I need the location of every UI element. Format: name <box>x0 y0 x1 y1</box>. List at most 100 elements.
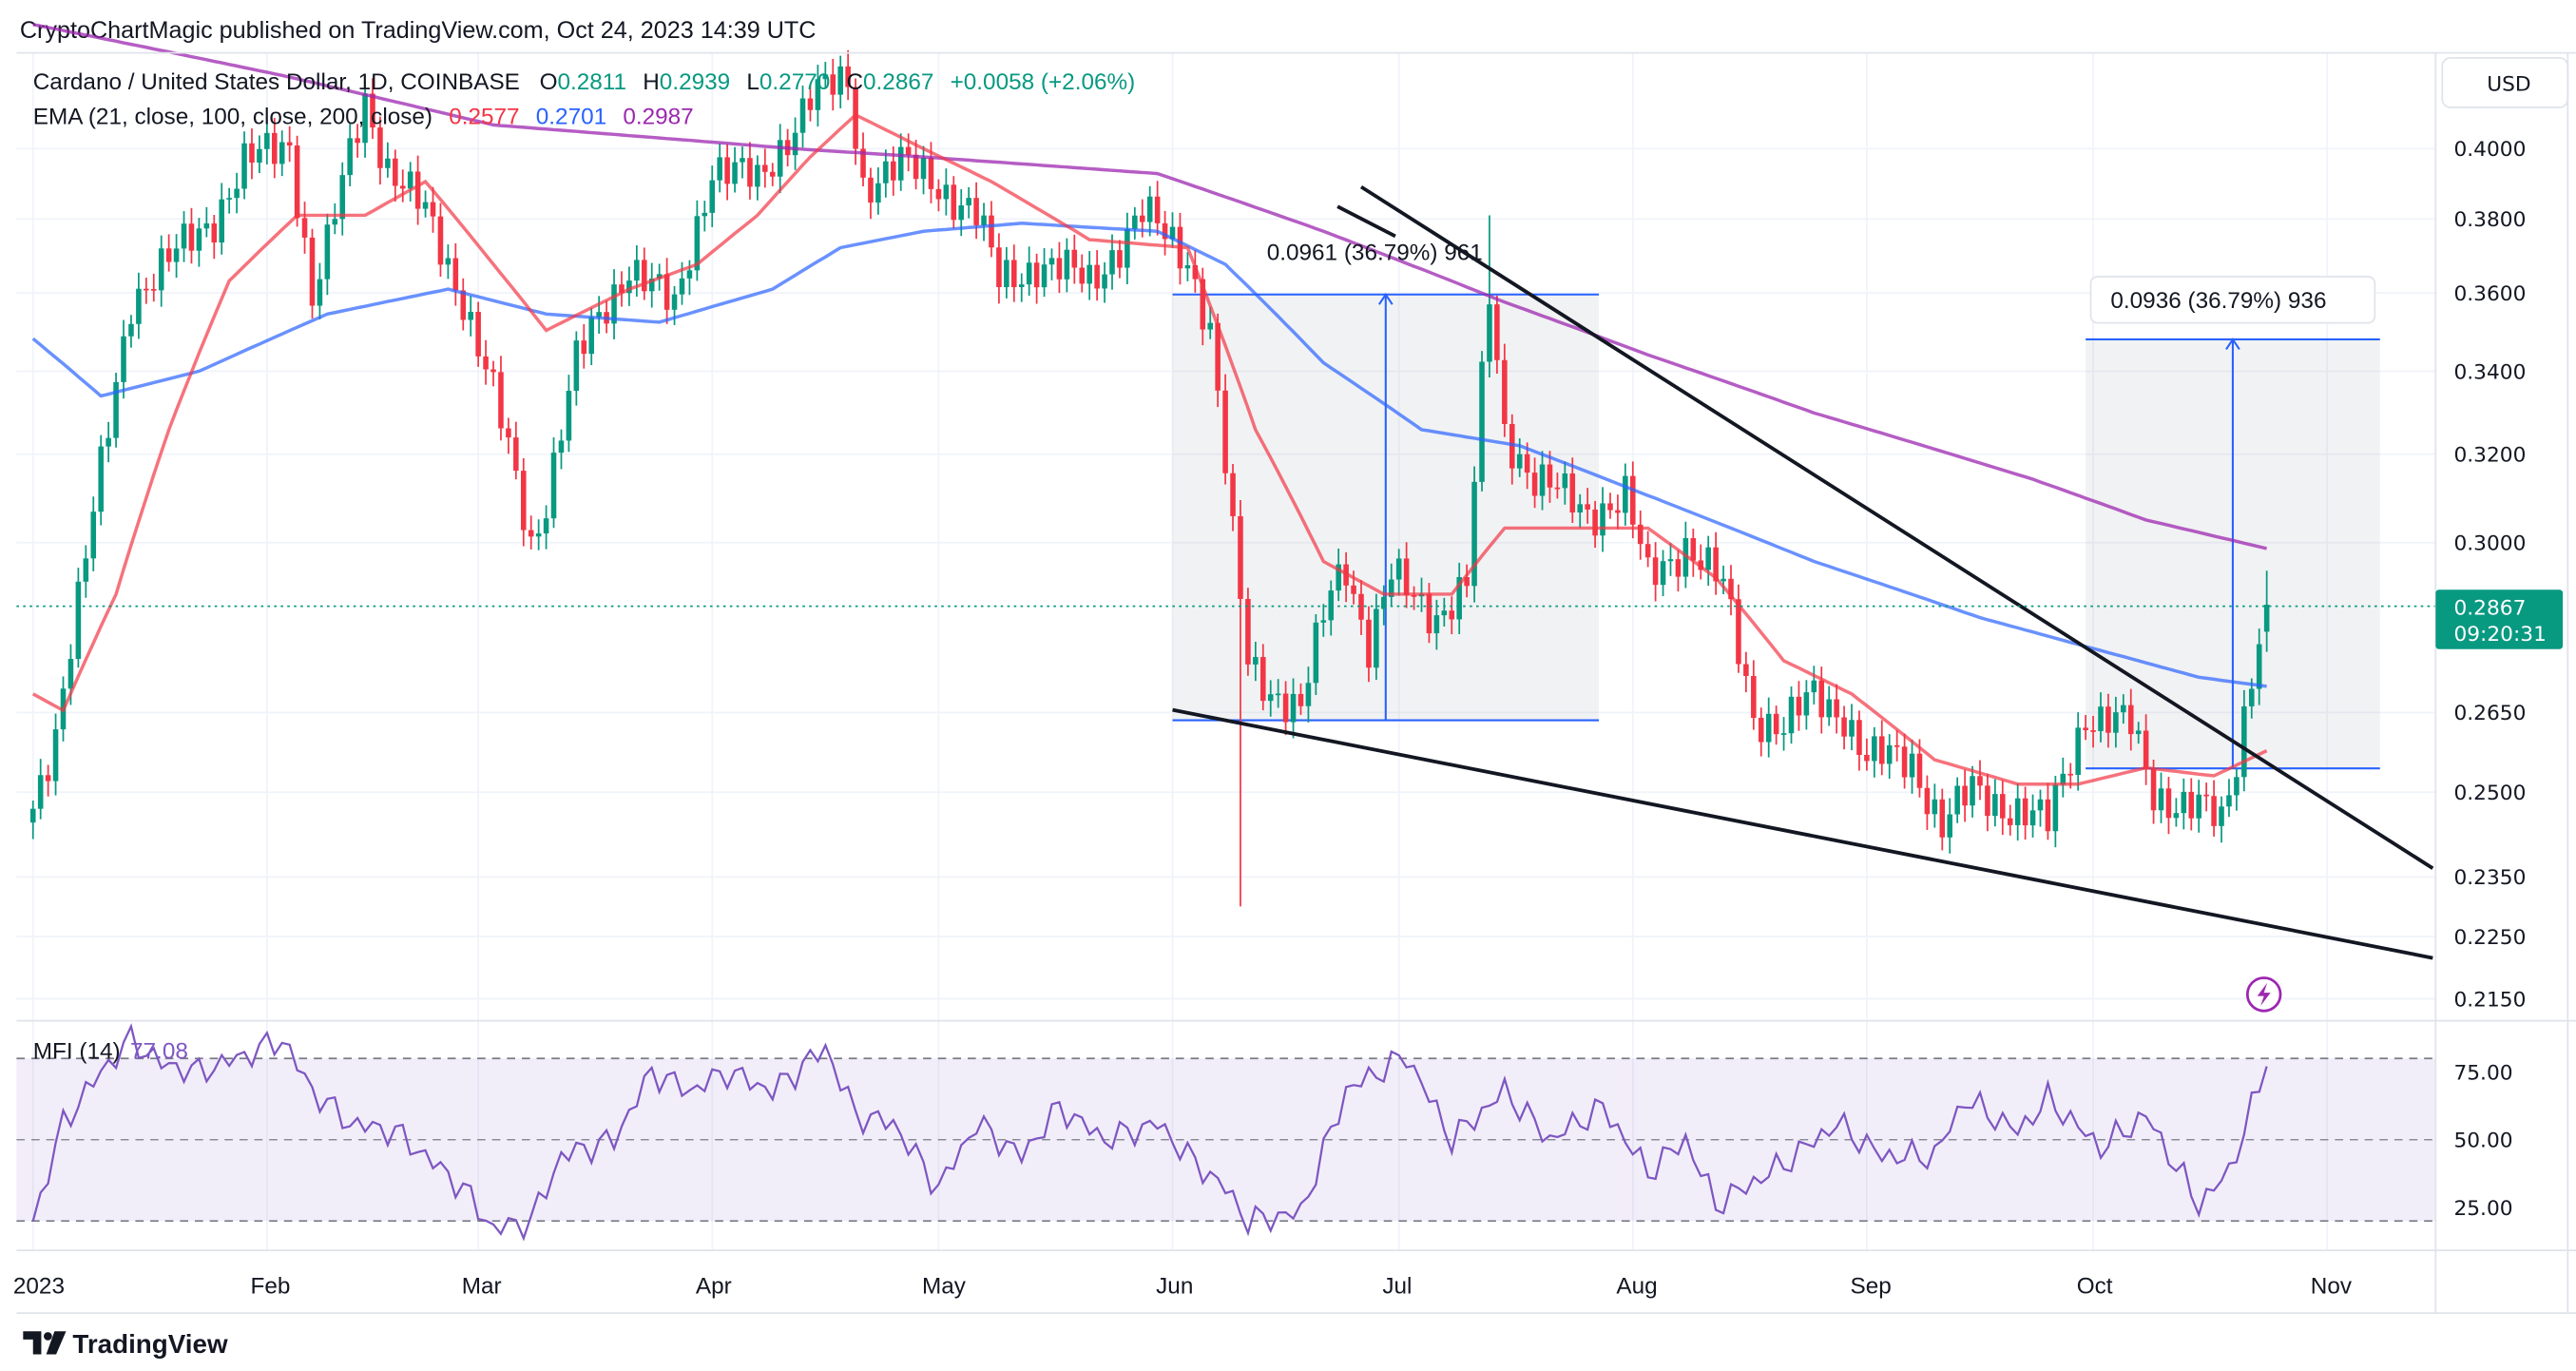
candle-body <box>520 471 527 531</box>
close-value: 0.2867 <box>863 69 933 95</box>
candle-body <box>799 98 806 133</box>
candle-body <box>883 161 889 183</box>
candle-body <box>98 446 104 512</box>
candle-body <box>2135 730 2142 735</box>
candle-body <box>663 274 670 310</box>
candle-body <box>309 237 316 306</box>
candle-body <box>272 132 278 164</box>
price-tick-label: 0.2350 <box>2453 866 2526 890</box>
candle-body <box>1245 598 1251 665</box>
candle-body <box>830 74 836 95</box>
candle-body <box>1018 284 1025 288</box>
candle-body <box>1260 657 1266 702</box>
candle-body <box>2219 806 2224 826</box>
candle-body <box>1856 720 1862 755</box>
candle-body <box>241 143 247 189</box>
mfi-tick-label: 75.00 <box>2453 1061 2512 1085</box>
ema-legend[interactable]: EMA (21, close, 100, close, 200, close) … <box>33 104 694 129</box>
candle-body <box>573 340 580 392</box>
candle-body <box>1011 260 1017 288</box>
candle-body <box>1615 510 1621 513</box>
price-tick-label: 0.3200 <box>2453 444 2526 468</box>
candle-body <box>1320 620 1327 623</box>
candle-body <box>1487 304 1492 362</box>
candle-body <box>1773 713 1779 735</box>
candle-body <box>286 142 293 146</box>
candle-body <box>1004 260 1009 287</box>
candle-body <box>1788 696 1795 734</box>
candle-body <box>234 188 240 199</box>
candle-body <box>762 164 768 172</box>
price-axis[interactable]: 0.4000 0.3800 0.3600 0.3400 0.3200 0.3000 0.26… <box>2453 138 2526 1221</box>
mfi-legend[interactable]: MFI (14) 77.08 <box>33 1039 188 1065</box>
candle-body <box>219 199 224 243</box>
candle-body <box>724 157 730 184</box>
candle-body <box>1207 322 1213 330</box>
candle-body <box>807 98 814 110</box>
candle-body <box>1667 559 1674 562</box>
time-tick-label: Aug <box>1616 1273 1657 1299</box>
candle-body <box>490 369 496 373</box>
tradingview-logo[interactable]: TradingView <box>23 1329 228 1359</box>
candle-body <box>211 222 218 243</box>
candle-body <box>740 158 745 163</box>
ema200-line <box>32 23 2268 550</box>
candle-body <box>1395 558 1402 580</box>
candle-body <box>1872 736 1877 762</box>
open-value: 0.2811 <box>557 69 626 95</box>
candle-body <box>2150 769 2157 811</box>
candle-body <box>686 270 693 279</box>
symbol-legend[interactable]: Cardano / United States Dollar, 1D, COIN… <box>33 69 1135 95</box>
candle-body <box>452 258 459 291</box>
candle-body <box>777 140 783 177</box>
candle-body <box>973 198 979 225</box>
measure-label-box <box>2089 276 2376 324</box>
change-value: +0.0058 (+2.06%) <box>951 69 1136 95</box>
candle-body <box>1502 359 1508 425</box>
candle-body <box>128 323 134 337</box>
candle-body <box>2173 813 2180 819</box>
last-price-label: 0.2867 <box>2453 596 2526 620</box>
mfi-tick-label: 50.00 <box>2453 1130 2512 1153</box>
candle-body <box>1554 487 1561 490</box>
candle-body <box>566 391 572 441</box>
time-tick-label: Apr <box>696 1273 732 1299</box>
grid <box>16 52 2436 1251</box>
candle-body <box>1916 753 1923 788</box>
price-tick-label: 0.2250 <box>2453 926 2526 950</box>
price-tick-label: 0.3800 <box>2453 208 2526 232</box>
trendlines[interactable] <box>1172 184 2434 960</box>
candle-body <box>860 148 866 178</box>
time-axis[interactable]: 2023 Feb Mar Apr May Jun Jul Aug Sep Oct Nov <box>13 1273 2353 1299</box>
candle-body <box>1954 785 1960 815</box>
candle-body <box>1705 547 1711 570</box>
lightning-icon[interactable] <box>2245 976 2282 1013</box>
price-tick-label: 0.3400 <box>2453 360 2526 384</box>
trendline <box>1359 184 2434 870</box>
candle-body <box>1849 720 1855 737</box>
time-tick-label: Mar <box>462 1273 502 1299</box>
currency-label: USD <box>2487 73 2530 97</box>
candle-body <box>2121 705 2126 713</box>
candle-body <box>1524 454 1530 473</box>
price-tick-label: 0.4000 <box>2453 138 2526 162</box>
candle-body <box>113 381 119 438</box>
candle-body <box>1267 694 1274 702</box>
candle-body <box>324 224 331 280</box>
candle-body <box>1041 264 1048 288</box>
measure-tools[interactable] <box>1172 292 2380 770</box>
tradingview-logo-icon <box>23 1331 42 1355</box>
candle-body <box>2105 706 2111 733</box>
candle-body <box>150 289 157 291</box>
candles <box>29 49 2270 907</box>
candle-body <box>2158 788 2164 811</box>
candle-body <box>430 202 436 217</box>
candle-body <box>437 216 444 265</box>
candle-body <box>2075 727 2081 776</box>
candle-body <box>2014 798 2021 825</box>
symbol-name: Cardano / United States Dollar, 1D, COIN… <box>33 69 520 95</box>
candle-body <box>694 216 701 271</box>
candle-body <box>2127 705 2134 735</box>
candle-body <box>2060 773 2067 785</box>
